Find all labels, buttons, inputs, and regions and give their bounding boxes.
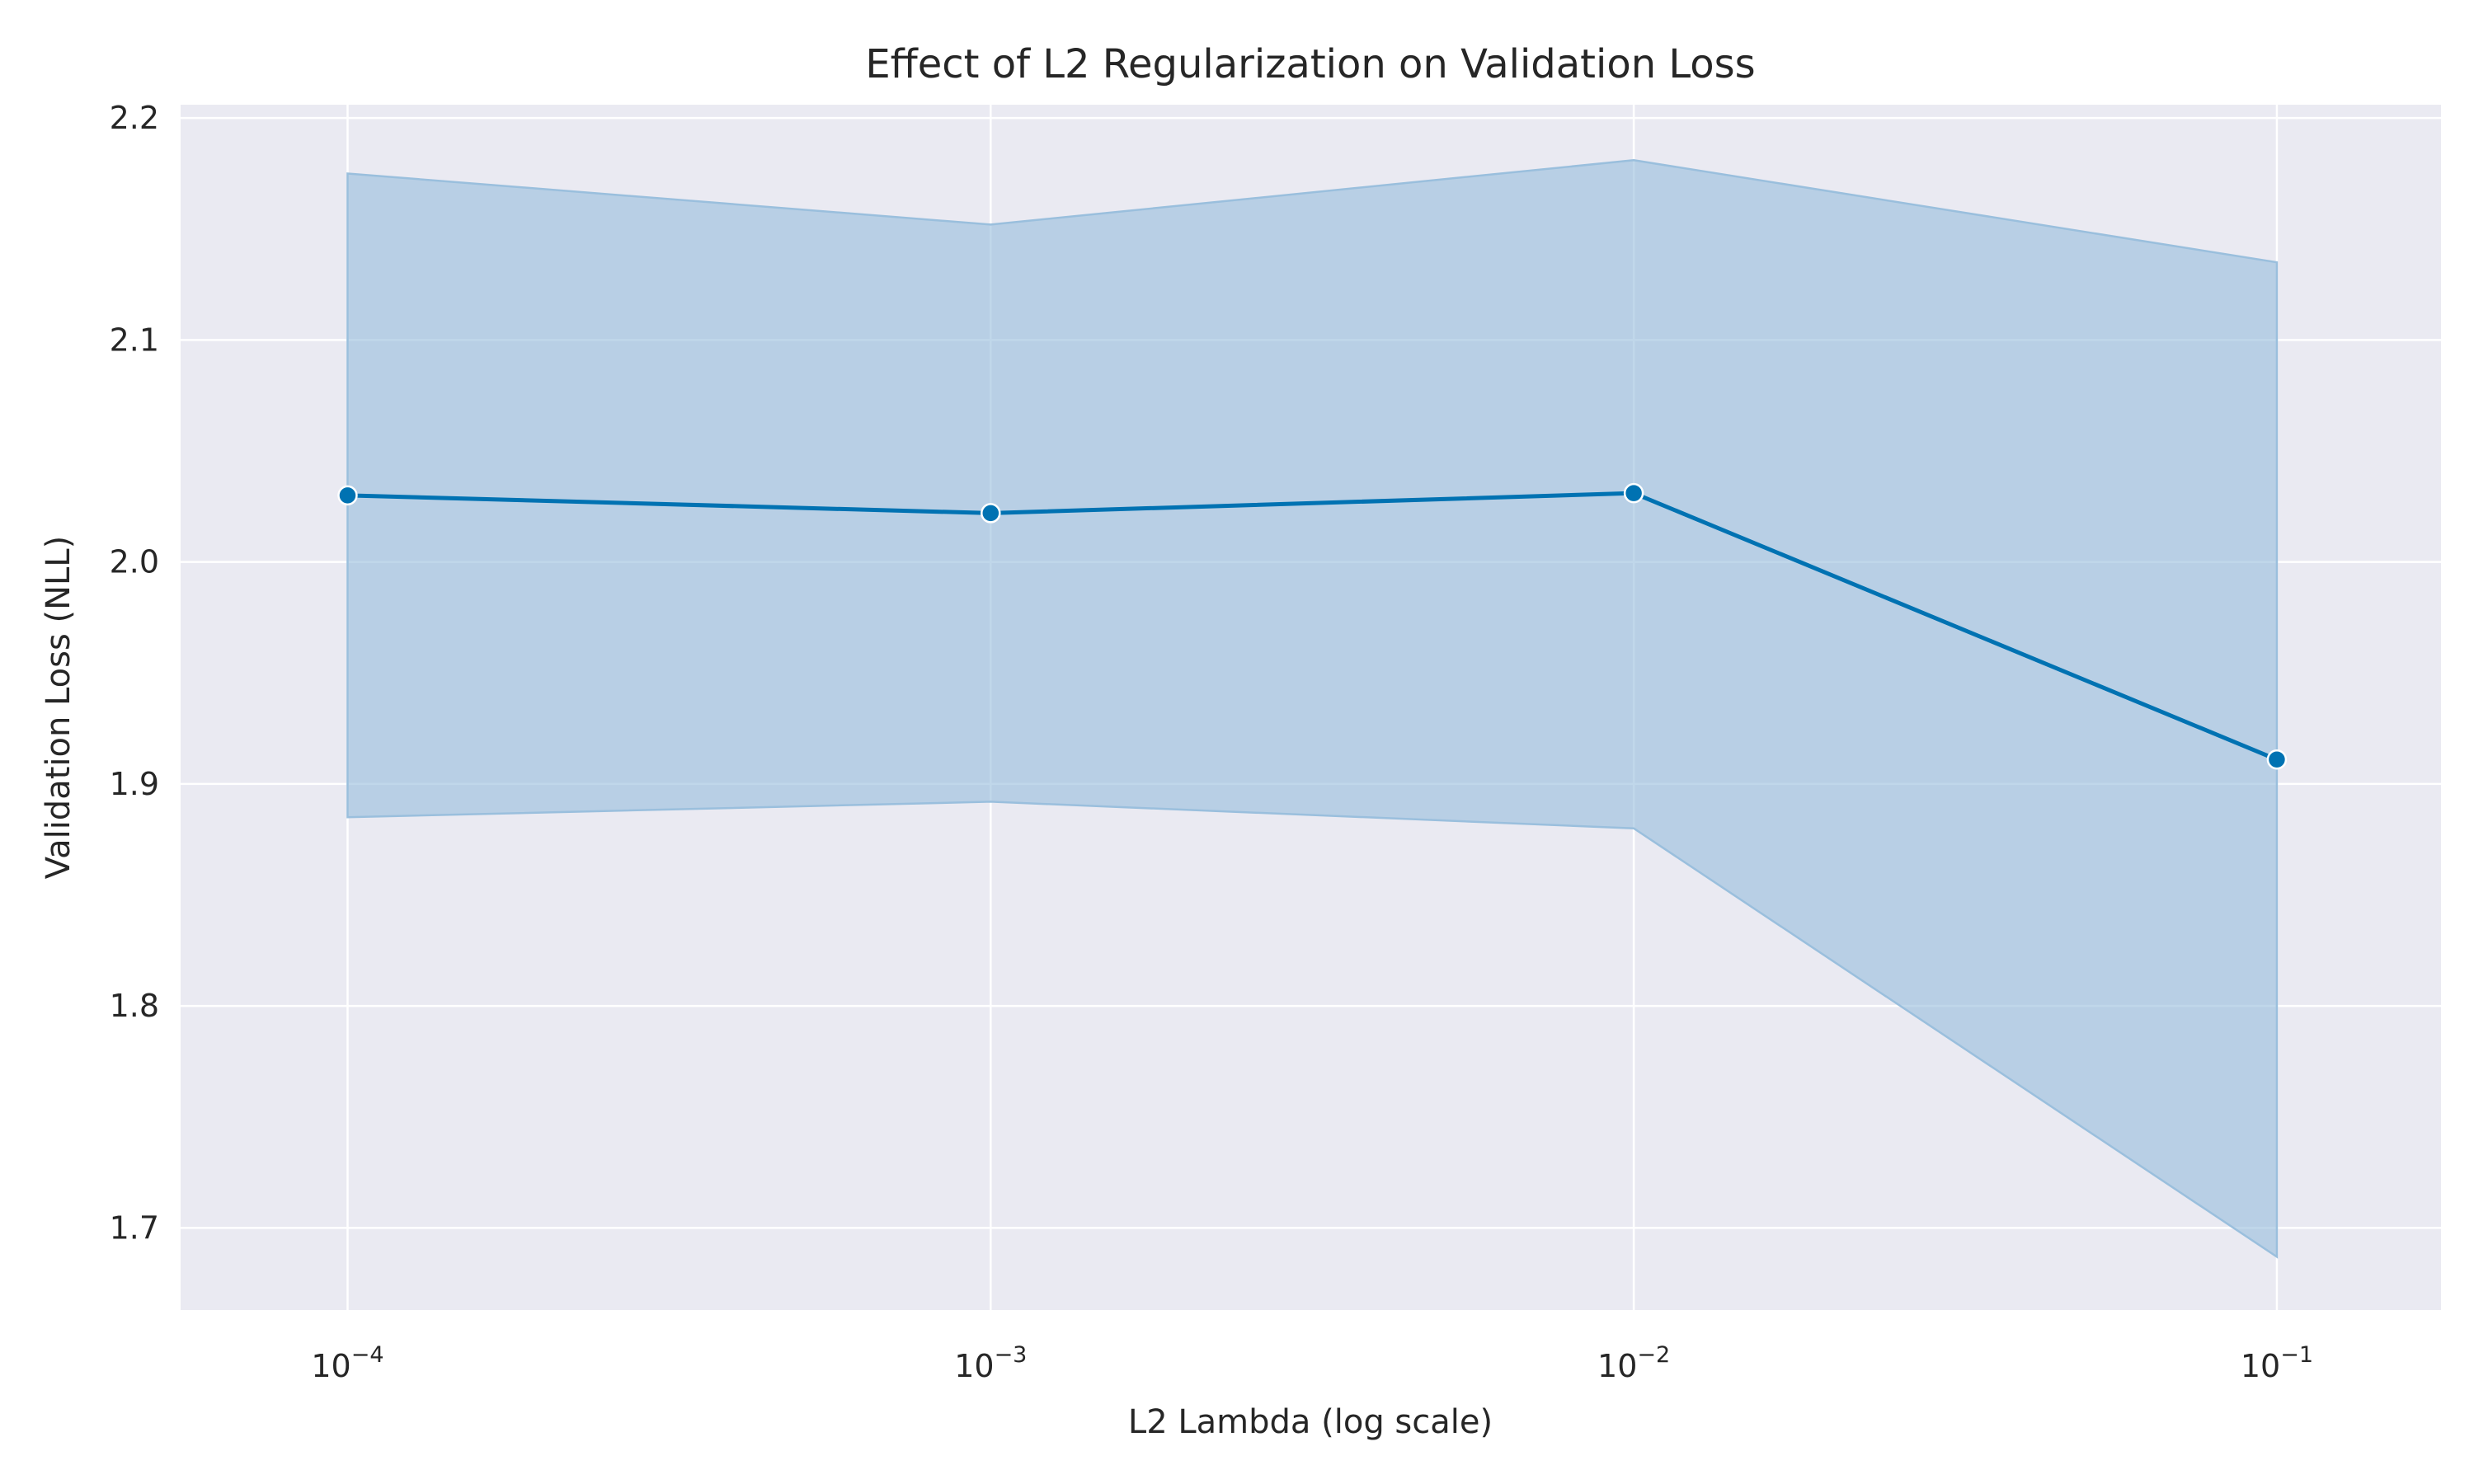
confidence-band <box>346 159 2279 1259</box>
y-tick-label: 1.7 <box>110 1209 159 1246</box>
series-markers <box>337 482 2288 770</box>
y-tick-labels: 1.7 1.8 1.9 2.0 2.1 2.2 <box>110 100 159 1246</box>
confidence-band-area <box>346 159 2279 1259</box>
y-tick-label: 1.8 <box>110 988 159 1024</box>
y-axis-label: Validation Loss (NLL) <box>40 536 78 879</box>
data-point <box>2266 749 2288 770</box>
x-tick-label: 10−1 <box>2241 1342 2313 1384</box>
y-tick-label: 2.1 <box>110 322 159 358</box>
x-tick-labels: 10−4 10−3 10−2 10−1 <box>311 1342 2313 1384</box>
y-tick-label: 2.2 <box>110 100 159 136</box>
x-tick-label: 10−3 <box>954 1342 1027 1384</box>
x-axis-label: L2 Lambda (log scale) <box>1128 1403 1493 1441</box>
series-line-path <box>347 491 2278 762</box>
x-tick-label: 10−4 <box>311 1342 383 1384</box>
data-point <box>337 485 358 506</box>
data-point <box>1623 482 1644 504</box>
chart-title: Effect of L2 Regularization on Validatio… <box>865 41 1755 87</box>
y-tick-label: 2.0 <box>110 544 159 580</box>
x-tick-label: 10−2 <box>1597 1342 1670 1384</box>
data-point <box>981 503 1001 524</box>
y-tick-label: 1.9 <box>110 766 159 802</box>
series-line <box>347 491 2278 762</box>
